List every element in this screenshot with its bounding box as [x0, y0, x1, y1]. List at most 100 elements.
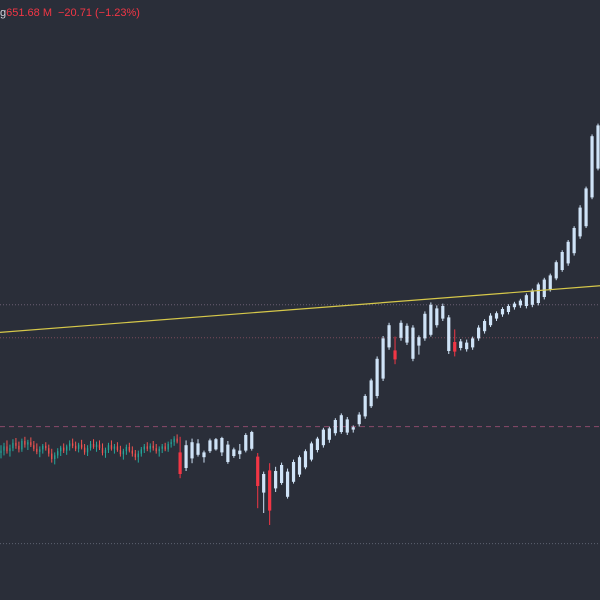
candle-body [60, 447, 62, 452]
candle [554, 260, 558, 281]
candle [333, 418, 337, 436]
candle-body [134, 453, 136, 458]
candle [170, 439, 172, 448]
candle-body [572, 228, 576, 254]
candle-body [596, 125, 600, 169]
candle [68, 440, 71, 451]
candle [6, 440, 8, 454]
symbol-label[interactable]: g [0, 7, 7, 19]
candle [33, 441, 35, 452]
candle [134, 450, 136, 461]
candle-body [309, 443, 314, 460]
candle-body [393, 350, 397, 360]
candle [39, 446, 41, 458]
candle [36, 443, 38, 455]
candle [92, 439, 95, 449]
candle [560, 250, 564, 272]
candle-body [494, 313, 499, 319]
candle [572, 226, 576, 256]
candle-body [339, 415, 343, 432]
candle-body [488, 315, 493, 326]
candle [128, 442, 131, 453]
candle-body [128, 447, 131, 451]
candle [578, 205, 582, 239]
candle [494, 311, 499, 321]
candle-body [149, 445, 151, 449]
candle [506, 304, 511, 315]
candle-body [170, 442, 172, 444]
candle [453, 329, 457, 357]
candle-body [48, 448, 50, 454]
candle-body [113, 446, 116, 449]
candle [548, 273, 552, 292]
candle-body [158, 448, 160, 452]
candle [477, 325, 481, 341]
candle-body [274, 471, 278, 489]
candle [279, 462, 284, 485]
candle [54, 452, 56, 465]
candle [375, 356, 379, 399]
candle [268, 463, 272, 525]
candle-body [122, 451, 125, 455]
candle-body [518, 300, 523, 306]
candle [167, 441, 169, 452]
candle [190, 438, 194, 464]
candle [351, 425, 355, 433]
candle-body [176, 438, 178, 442]
candle [101, 443, 104, 456]
candle [9, 444, 11, 457]
candle [113, 444, 116, 454]
candle-body [33, 445, 35, 449]
candle-body [184, 445, 188, 468]
candle [143, 444, 145, 453]
candle [45, 442, 47, 451]
candle [57, 448, 59, 459]
candle-body [208, 440, 212, 452]
candle-body [566, 241, 570, 264]
candle-body [536, 284, 540, 303]
candle-body [327, 428, 331, 440]
candle [137, 450, 139, 463]
candle-body [116, 446, 119, 450]
candle-body [12, 442, 14, 449]
candle [140, 447, 142, 457]
candle [500, 307, 505, 317]
candle [393, 336, 397, 365]
candle [202, 450, 206, 463]
candle [86, 445, 89, 456]
candle-body [351, 427, 355, 430]
candle [110, 440, 113, 451]
candle [178, 436, 182, 479]
candle-body [146, 446, 148, 449]
candle-body [101, 448, 104, 453]
trendline[interactable] [0, 285, 600, 333]
candle [161, 444, 163, 453]
candle [196, 439, 200, 457]
candle [95, 441, 98, 452]
legend-value: 651.68 M [6, 7, 52, 19]
candle-body [244, 435, 248, 451]
candle [244, 433, 248, 453]
candle-body [54, 455, 56, 459]
candle-body [321, 429, 325, 446]
candle [297, 455, 302, 477]
candle-body [104, 450, 107, 453]
candle-body [9, 448, 11, 452]
candle-body [303, 451, 308, 468]
candle [89, 441, 92, 451]
candle-body [152, 445, 154, 449]
candle [42, 444, 44, 454]
candle [71, 438, 74, 449]
candle-body [381, 338, 385, 379]
candle-body [399, 322, 403, 338]
candle-body [131, 450, 134, 454]
candle [220, 436, 224, 456]
candle [176, 434, 178, 444]
candle-body [80, 444, 83, 448]
candle [63, 443, 65, 453]
candle [51, 448, 53, 463]
candle-body [506, 306, 511, 312]
trendline-layer[interactable] [0, 285, 600, 333]
